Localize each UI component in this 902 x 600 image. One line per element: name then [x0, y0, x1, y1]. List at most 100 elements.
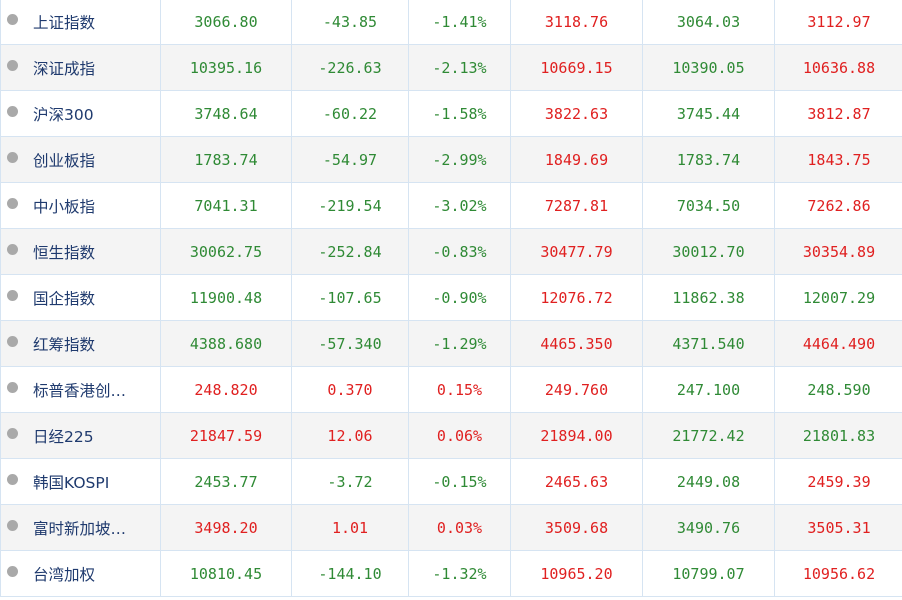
table-row[interactable]: 韩国KOSPI 2453.77 -3.72 -0.15% 2465.63 2449.08 2…	[0, 458, 902, 505]
change-amount-cell: -252.84	[291, 228, 409, 275]
table-row[interactable]: 沪深300 3748.64 -60.22 -1.58% 3822.63 3745.44 38…	[0, 90, 902, 137]
bullet-dot-icon	[7, 152, 18, 163]
change-percent-cell: -3.02%	[408, 182, 511, 229]
index-name-link[interactable]: 国企指数	[33, 289, 96, 308]
index-name-cell[interactable]: 深证成指	[0, 44, 161, 91]
latest-price-cell: 10395.16	[160, 44, 292, 91]
low-price-cell: 247.100	[642, 366, 775, 413]
table-row[interactable]: 台湾加权 10810.45 -144.10 -1.32% 10965.20 10799.0…	[0, 550, 902, 597]
index-name-link[interactable]: 上证指数	[33, 13, 96, 32]
change-amount-cell: -144.10	[291, 550, 409, 597]
bullet-dot-icon	[7, 290, 18, 301]
change-amount-cell: 1.01	[291, 504, 409, 551]
index-name-link[interactable]: 韩国KOSPI	[33, 473, 110, 492]
index-name-cell[interactable]: 台湾加权	[0, 550, 161, 597]
low-price-cell: 4371.540	[642, 320, 775, 367]
index-name-link[interactable]: 红筹指数	[33, 335, 96, 354]
change-percent-cell: 0.03%	[408, 504, 511, 551]
bullet-dot-icon	[7, 198, 18, 209]
change-percent-cell: -2.13%	[408, 44, 511, 91]
low-price-cell: 10390.05	[642, 44, 775, 91]
change-amount-cell: -60.22	[291, 90, 409, 137]
prev-close-cell: 12007.29	[774, 274, 902, 321]
open-price-cell: 12076.72	[510, 274, 643, 321]
bullet-dot-icon	[7, 244, 18, 255]
bullet-dot-icon	[7, 520, 18, 531]
bullet-dot-icon	[7, 60, 18, 71]
low-price-cell: 3490.76	[642, 504, 775, 551]
open-price-cell: 7287.81	[510, 182, 643, 229]
index-name-link[interactable]: 沪深300	[33, 105, 94, 124]
index-name-cell[interactable]: 中小板指	[0, 182, 161, 229]
index-name-cell[interactable]: 红筹指数	[0, 320, 161, 367]
open-price-cell: 21894.00	[510, 412, 643, 459]
table-row[interactable]: 恒生指数 30062.75 -252.84 -0.83% 30477.79 30012.7…	[0, 228, 902, 275]
low-price-cell: 1783.74	[642, 136, 775, 183]
prev-close-cell: 21801.83	[774, 412, 902, 459]
table-row[interactable]: 日经225 21847.59 12.06 0.06% 21894.00 21772.42 2…	[0, 412, 902, 459]
bullet-dot-icon	[7, 336, 18, 347]
index-name-link[interactable]: 富时新加坡…	[33, 519, 127, 538]
index-name-link[interactable]: 深证成指	[33, 59, 96, 78]
latest-price-cell: 3748.64	[160, 90, 292, 137]
prev-close-cell: 248.590	[774, 366, 902, 413]
index-name-cell[interactable]: 富时新加坡…	[0, 504, 161, 551]
latest-price-cell: 248.820	[160, 366, 292, 413]
change-percent-cell: 0.06%	[408, 412, 511, 459]
low-price-cell: 3064.03	[642, 0, 775, 45]
index-name-link[interactable]: 创业板指	[33, 151, 96, 170]
prev-close-cell: 10956.62	[774, 550, 902, 597]
index-name-cell[interactable]: 国企指数	[0, 274, 161, 321]
table-row[interactable]: 红筹指数 4388.680 -57.340 -1.29% 4465.350 4371.54…	[0, 320, 902, 367]
change-percent-cell: 0.15%	[408, 366, 511, 413]
index-name-link[interactable]: 中小板指	[33, 197, 96, 216]
open-price-cell: 2465.63	[510, 458, 643, 505]
change-amount-cell: -107.65	[291, 274, 409, 321]
index-name-link[interactable]: 标普香港创…	[33, 381, 127, 400]
change-percent-cell: -0.90%	[408, 274, 511, 321]
index-name-cell[interactable]: 上证指数	[0, 0, 161, 45]
prev-close-cell: 3505.31	[774, 504, 902, 551]
index-name-link[interactable]: 日经225	[33, 427, 94, 446]
index-name-link[interactable]: 恒生指数	[33, 243, 96, 262]
table-row[interactable]: 深证成指 10395.16 -226.63 -2.13% 10669.15 10390.0…	[0, 44, 902, 91]
open-price-cell: 4465.350	[510, 320, 643, 367]
change-percent-cell: -0.15%	[408, 458, 511, 505]
index-name-cell[interactable]: 沪深300	[0, 90, 161, 137]
latest-price-cell: 3498.20	[160, 504, 292, 551]
open-price-cell: 1849.69	[510, 136, 643, 183]
table-row[interactable]: 创业板指 1783.74 -54.97 -2.99% 1849.69 1783.74 184…	[0, 136, 902, 183]
table-row[interactable]: 富时新加坡… 3498.20 1.01 0.03% 3509.68 3490.76 3505…	[0, 504, 902, 551]
change-amount-cell: 12.06	[291, 412, 409, 459]
table-row[interactable]: 中小板指 7041.31 -219.54 -3.02% 7287.81 7034.50 72…	[0, 182, 902, 229]
index-name-cell[interactable]: 标普香港创…	[0, 366, 161, 413]
table-row[interactable]: 国企指数 11900.48 -107.65 -0.90% 12076.72 11862.3…	[0, 274, 902, 321]
index-name-cell[interactable]: 恒生指数	[0, 228, 161, 275]
change-percent-cell: -1.41%	[408, 0, 511, 45]
bullet-dot-icon	[7, 474, 18, 485]
low-price-cell: 11862.38	[642, 274, 775, 321]
bullet-dot-icon	[7, 106, 18, 117]
prev-close-cell: 7262.86	[774, 182, 902, 229]
low-price-cell: 30012.70	[642, 228, 775, 275]
open-price-cell: 10669.15	[510, 44, 643, 91]
table-row[interactable]: 标普香港创… 248.820 0.370 0.15% 249.760 247.100 248…	[0, 366, 902, 413]
index-name-cell[interactable]: 创业板指	[0, 136, 161, 183]
index-name-link[interactable]: 台湾加权	[33, 565, 96, 584]
change-amount-cell: -219.54	[291, 182, 409, 229]
index-name-cell[interactable]: 日经225	[0, 412, 161, 459]
change-percent-cell: -2.99%	[408, 136, 511, 183]
change-amount-cell: -54.97	[291, 136, 409, 183]
latest-price-cell: 10810.45	[160, 550, 292, 597]
latest-price-cell: 1783.74	[160, 136, 292, 183]
open-price-cell: 3509.68	[510, 504, 643, 551]
table-row[interactable]: 上证指数 3066.80 -43.85 -1.41% 3118.76 3064.03 311…	[0, 0, 902, 45]
latest-price-cell: 21847.59	[160, 412, 292, 459]
bullet-dot-icon	[7, 428, 18, 439]
latest-price-cell: 30062.75	[160, 228, 292, 275]
prev-close-cell: 2459.39	[774, 458, 902, 505]
index-name-cell[interactable]: 韩国KOSPI	[0, 458, 161, 505]
change-percent-cell: -1.29%	[408, 320, 511, 367]
